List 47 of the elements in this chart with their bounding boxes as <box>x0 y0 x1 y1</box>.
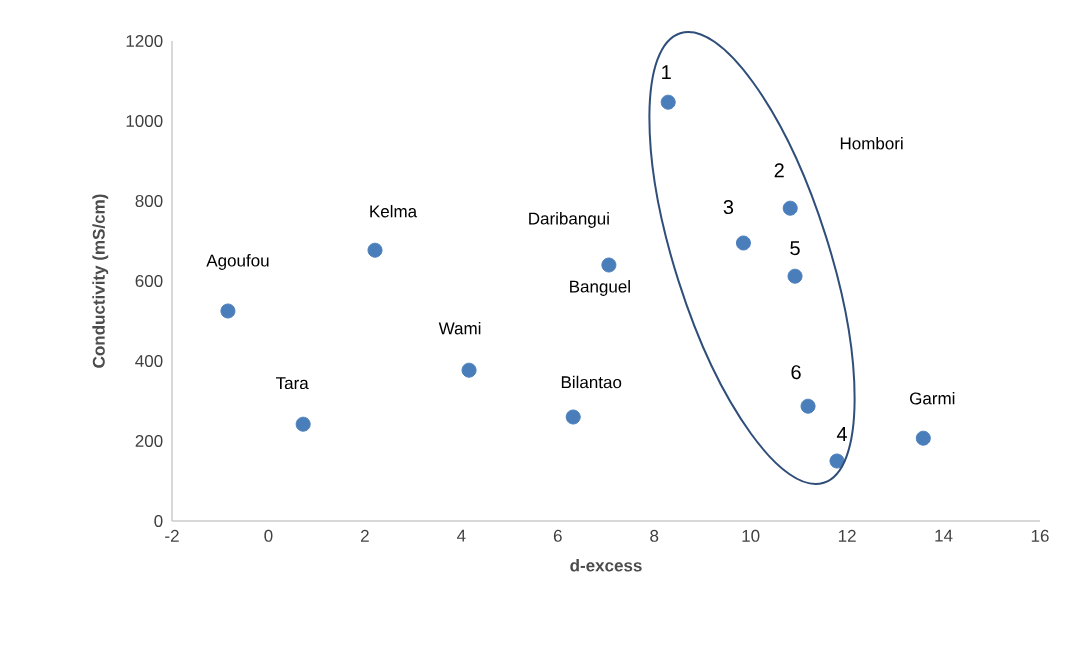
x-tick-label: 14 <box>935 529 953 542</box>
point <box>220 303 236 319</box>
annotation: 1 <box>662 65 671 80</box>
point <box>787 268 803 284</box>
annotation: 4 <box>836 427 847 441</box>
annotation: Kelma <box>370 204 418 218</box>
x-tick-label: 8 <box>650 529 659 542</box>
point <box>735 235 751 251</box>
y-tick-label: 200 <box>135 434 163 448</box>
x-tick-label: 2 <box>361 529 369 542</box>
point <box>565 409 581 425</box>
point <box>601 257 617 273</box>
x-tick-label: 10 <box>742 529 760 542</box>
x-tick-label: 16 <box>1031 529 1049 542</box>
annotation: Wami <box>438 321 481 335</box>
x-tick-label: 12 <box>838 529 856 542</box>
annotation: 6 <box>791 365 801 380</box>
y-tick-label: 1000 <box>126 114 163 128</box>
point <box>660 94 676 110</box>
annotation: Bilantao <box>561 375 622 389</box>
point <box>295 416 311 432</box>
point <box>782 200 798 216</box>
annotation: 5 <box>790 241 800 256</box>
annotation: Garmi <box>910 391 955 405</box>
point <box>915 430 931 446</box>
x-tick-label: 6 <box>553 529 562 542</box>
y-tick-label: 800 <box>135 194 163 208</box>
y-tick-label: 1200 <box>126 34 163 48</box>
annotation: 2 <box>774 163 784 178</box>
point <box>367 242 383 258</box>
annotation: Daribangui <box>529 212 609 228</box>
x-axis-title: d-excess <box>570 559 642 572</box>
annotation: Hombori <box>840 137 903 150</box>
annotation: Agoufou <box>206 254 269 270</box>
y-tick-label: 600 <box>135 274 163 288</box>
y-tick-label: 400 <box>135 354 163 368</box>
x-tick-label: 0 <box>264 529 273 542</box>
annotation: 3 <box>723 199 734 215</box>
y-tick-label: 0 <box>154 514 163 528</box>
point <box>461 362 477 378</box>
x-tick-label: -2 <box>165 529 179 542</box>
point <box>829 453 845 469</box>
annotation: Tara <box>276 377 309 390</box>
x-tick-label: 4 <box>457 529 466 542</box>
annotation: Banguel <box>570 280 630 296</box>
y-axis-title: Conductivity (mS/cm) <box>92 194 109 368</box>
point <box>800 398 816 414</box>
